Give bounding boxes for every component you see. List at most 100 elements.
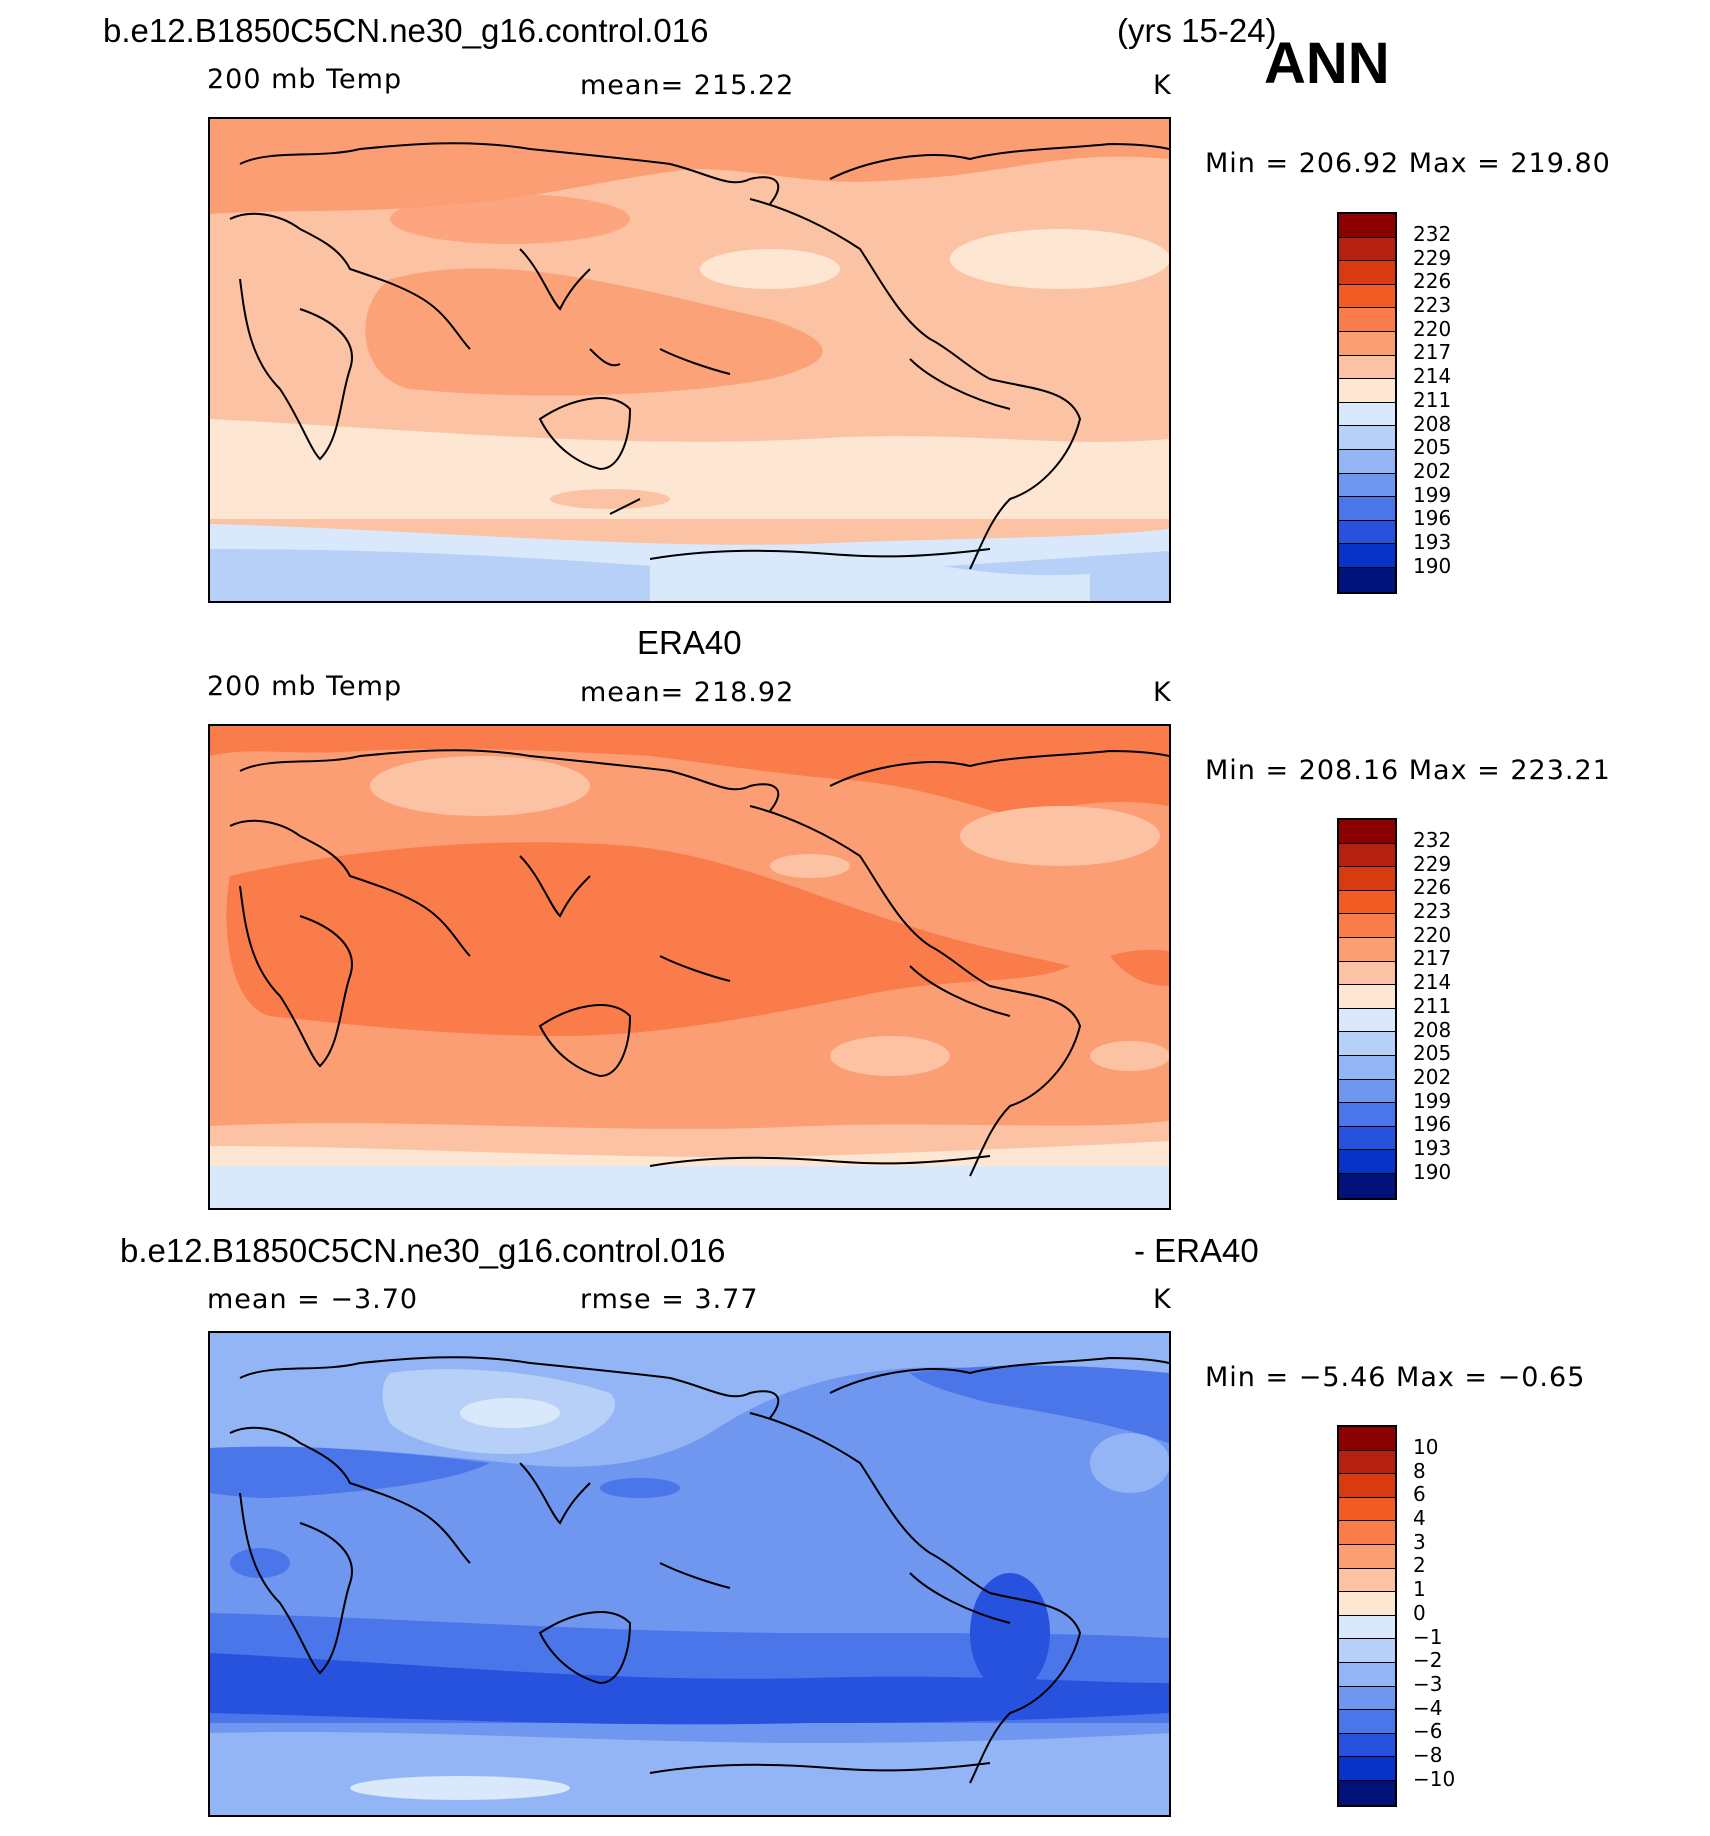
panel3-title-right: - ERA40 xyxy=(1134,1232,1259,1269)
colorbar-swatch xyxy=(1339,1150,1395,1174)
colorbar-swatch xyxy=(1339,1662,1395,1687)
years-label: (yrs 15-24) xyxy=(1117,12,1277,49)
colorbar-label: 2 xyxy=(1413,1553,1426,1578)
colorbar-swatch xyxy=(1339,1568,1395,1593)
colorbar-swatch xyxy=(1339,937,1395,962)
panel1-colorbar xyxy=(1337,212,1397,594)
colorbar-swatch xyxy=(1339,1103,1395,1127)
colorbar-label: 226 xyxy=(1413,875,1452,900)
colorbar-label: 226 xyxy=(1413,269,1452,294)
colorbar-label: 217 xyxy=(1413,340,1452,365)
panel1-map-field xyxy=(210,119,1169,601)
season-label: ANN xyxy=(1264,31,1390,96)
colorbar-swatch xyxy=(1339,1780,1395,1805)
panel3-rmse: rmse = 3.77 xyxy=(580,1284,759,1315)
colorbar-swatch xyxy=(1339,1686,1395,1711)
colorbar-swatch xyxy=(1339,379,1395,403)
panel1-mean: mean= 215.22 xyxy=(580,70,795,101)
colorbar-label: −1 xyxy=(1413,1624,1443,1649)
colorbar-swatch xyxy=(1339,1173,1395,1198)
panel3-map-field xyxy=(210,1333,1169,1815)
panel3-title: b.e12.B1850C5CN.ne30_g16.control.016 xyxy=(120,1232,726,1269)
colorbar-swatch xyxy=(1339,914,1395,938)
panel3-colorbar xyxy=(1337,1425,1397,1807)
panel2-variable: 200 mb Temp xyxy=(207,671,403,702)
panel2-title: ERA40 xyxy=(637,624,742,661)
colorbar-swatch xyxy=(1339,1521,1395,1545)
panel3-colorbar-labels: 10 8 6 4 3 2 1 0 −1 −2 −3 −4 −6 −8 −10 xyxy=(1413,1435,1455,1791)
colorbar-label: 214 xyxy=(1413,970,1452,995)
colorbar-label: 220 xyxy=(1413,316,1452,341)
colorbar-swatch xyxy=(1339,867,1395,891)
colorbar-swatch xyxy=(1339,890,1395,915)
colorbar-swatch xyxy=(1339,1710,1395,1734)
panel1-map xyxy=(208,117,1171,603)
colorbar-label: 196 xyxy=(1413,1112,1452,1137)
colorbar-label: 211 xyxy=(1413,387,1452,412)
colorbar-label: 223 xyxy=(1413,899,1452,924)
colorbar-swatch xyxy=(1339,426,1395,450)
panel1-units: K xyxy=(1153,70,1172,101)
panel2-mean: mean= 218.92 xyxy=(580,677,795,708)
colorbar-label: 208 xyxy=(1413,1017,1452,1042)
panel2-colorbar-labels: 232 229 226 223 220 217 214 211 208 205 … xyxy=(1413,828,1452,1184)
colorbar-swatch xyxy=(1339,1639,1395,1663)
colorbar-swatch xyxy=(1339,544,1395,568)
panel3-units: K xyxy=(1153,1284,1172,1315)
colorbar-label: 193 xyxy=(1413,529,1452,554)
colorbar-swatch xyxy=(1339,473,1395,498)
colorbar-swatch xyxy=(1339,1032,1395,1056)
colorbar-label: 202 xyxy=(1413,1064,1452,1089)
colorbar-label: 205 xyxy=(1413,1041,1452,1066)
colorbar-label: −8 xyxy=(1413,1742,1443,1767)
colorbar-swatch xyxy=(1339,1592,1395,1616)
colorbar-swatch xyxy=(1339,214,1395,238)
colorbar-label: 229 xyxy=(1413,851,1452,876)
panel3-minmax: Min = −5.46 Max = −0.65 xyxy=(1205,1362,1586,1393)
colorbar-swatch xyxy=(1339,449,1395,474)
colorbar-label: 1 xyxy=(1413,1577,1426,1602)
colorbar-label: −3 xyxy=(1413,1671,1443,1696)
colorbar-label: 223 xyxy=(1413,293,1452,318)
colorbar-label: −4 xyxy=(1413,1695,1443,1720)
colorbar-label: 6 xyxy=(1413,1482,1426,1507)
panel3-mean: mean = −3.70 xyxy=(207,1284,419,1315)
colorbar-swatch xyxy=(1339,1544,1395,1569)
colorbar-label: 232 xyxy=(1413,222,1452,246)
panel2-colorbar xyxy=(1337,818,1397,1200)
colorbar-swatch xyxy=(1339,567,1395,592)
colorbar-label: 10 xyxy=(1413,1435,1439,1459)
colorbar-swatch xyxy=(1339,520,1395,545)
colorbar-swatch xyxy=(1339,1008,1395,1033)
colorbar-label: 202 xyxy=(1413,458,1452,483)
colorbar-label: 214 xyxy=(1413,364,1452,389)
panel2-units: K xyxy=(1153,677,1172,708)
colorbar-label: −2 xyxy=(1413,1648,1443,1673)
colorbar-swatch xyxy=(1339,261,1395,285)
colorbar-swatch xyxy=(1339,1055,1395,1080)
colorbar-swatch xyxy=(1339,1497,1395,1522)
colorbar-label: 229 xyxy=(1413,245,1452,270)
colorbar-label: 4 xyxy=(1413,1506,1426,1531)
colorbar-label: 220 xyxy=(1413,922,1452,947)
colorbar-label: 211 xyxy=(1413,993,1452,1018)
colorbar-swatch xyxy=(1339,1474,1395,1498)
panel2-map xyxy=(208,724,1171,1210)
colorbar-swatch xyxy=(1339,331,1395,356)
colorbar-swatch xyxy=(1339,1757,1395,1781)
colorbar-swatch xyxy=(1339,497,1395,521)
colorbar-swatch xyxy=(1339,1079,1395,1104)
colorbar-swatch xyxy=(1339,1427,1395,1451)
colorbar-label: 199 xyxy=(1413,482,1452,507)
panel3-map xyxy=(208,1331,1171,1817)
colorbar-label: 205 xyxy=(1413,435,1452,460)
colorbar-label: 208 xyxy=(1413,411,1452,436)
colorbar-label: 232 xyxy=(1413,828,1452,852)
colorbar-swatch xyxy=(1339,843,1395,868)
colorbar-label: 199 xyxy=(1413,1088,1452,1113)
colorbar-label: 190 xyxy=(1413,553,1452,578)
colorbar-swatch xyxy=(1339,237,1395,262)
colorbar-swatch xyxy=(1339,355,1395,380)
colorbar-swatch xyxy=(1339,1450,1395,1475)
colorbar-swatch xyxy=(1339,820,1395,844)
